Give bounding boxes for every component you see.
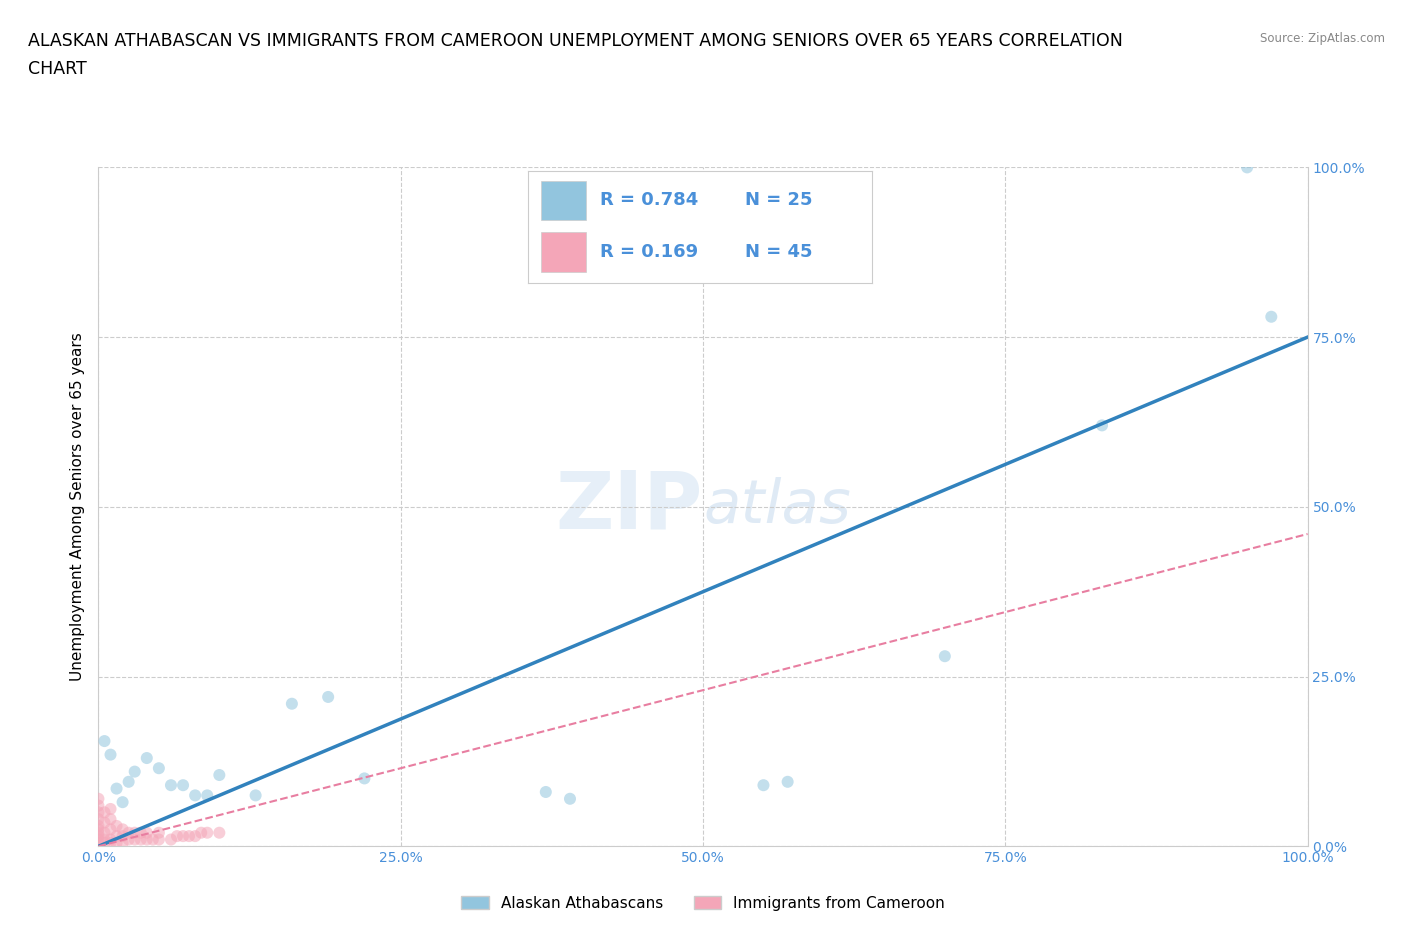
Point — [142, 832, 165, 847]
Point — [87, 829, 110, 844]
Point — [776, 775, 799, 790]
Point — [93, 805, 115, 820]
Point — [534, 785, 557, 800]
Point — [105, 781, 128, 796]
Point — [111, 822, 134, 837]
Point — [105, 829, 128, 844]
Legend: Alaskan Athabascans, Immigrants from Cameroon: Alaskan Athabascans, Immigrants from Cam… — [456, 889, 950, 917]
Point — [208, 767, 231, 782]
Point — [100, 835, 122, 850]
Point — [135, 832, 157, 847]
Point — [100, 747, 122, 762]
Point — [129, 825, 152, 840]
Point — [87, 791, 110, 806]
Text: atlas: atlas — [703, 477, 851, 537]
Point — [87, 818, 110, 833]
Text: ZIP: ZIP — [555, 468, 703, 546]
Point — [100, 812, 122, 827]
Point — [316, 689, 339, 704]
Point — [148, 825, 170, 840]
Point — [93, 835, 115, 850]
Point — [172, 777, 194, 792]
Point — [105, 818, 128, 833]
Point — [172, 829, 194, 844]
Point — [195, 788, 218, 803]
Text: Source: ZipAtlas.com: Source: ZipAtlas.com — [1260, 32, 1385, 45]
Point — [124, 764, 146, 779]
Point — [1236, 160, 1258, 175]
Point — [93, 825, 115, 840]
Point — [100, 832, 122, 847]
Point — [558, 791, 581, 806]
Point — [190, 825, 212, 840]
Point — [135, 825, 157, 840]
Point — [195, 825, 218, 840]
Point — [100, 802, 122, 817]
Point — [208, 825, 231, 840]
Point — [87, 805, 110, 820]
Point — [105, 835, 128, 850]
Point — [124, 825, 146, 840]
Point — [87, 798, 110, 813]
Point — [129, 832, 152, 847]
Point — [118, 775, 141, 790]
Point — [1260, 310, 1282, 325]
Point — [1091, 418, 1114, 432]
Text: CHART: CHART — [28, 60, 87, 77]
Point — [752, 777, 775, 792]
Point — [87, 812, 110, 827]
Point — [184, 829, 207, 844]
Point — [353, 771, 375, 786]
Point — [166, 829, 188, 844]
Point — [118, 832, 141, 847]
Point — [148, 761, 170, 776]
Point — [118, 825, 141, 840]
Point — [111, 835, 134, 850]
Point — [93, 815, 115, 830]
Point — [934, 649, 956, 664]
Point — [245, 788, 267, 803]
Point — [160, 832, 183, 847]
Point — [124, 832, 146, 847]
Y-axis label: Unemployment Among Seniors over 65 years: Unemployment Among Seniors over 65 years — [70, 333, 86, 682]
Point — [281, 697, 304, 711]
Text: ALASKAN ATHABASCAN VS IMMIGRANTS FROM CAMEROON UNEMPLOYMENT AMONG SENIORS OVER 6: ALASKAN ATHABASCAN VS IMMIGRANTS FROM CA… — [28, 32, 1123, 49]
Point — [184, 788, 207, 803]
Point — [87, 832, 110, 847]
Point — [87, 825, 110, 840]
Point — [160, 777, 183, 792]
Point — [93, 734, 115, 749]
Point — [100, 822, 122, 837]
Point — [135, 751, 157, 765]
Point — [111, 829, 134, 844]
Point — [87, 835, 110, 850]
Point — [111, 795, 134, 810]
Point — [148, 832, 170, 847]
Point — [179, 829, 201, 844]
Point — [93, 832, 115, 847]
Point — [87, 822, 110, 837]
